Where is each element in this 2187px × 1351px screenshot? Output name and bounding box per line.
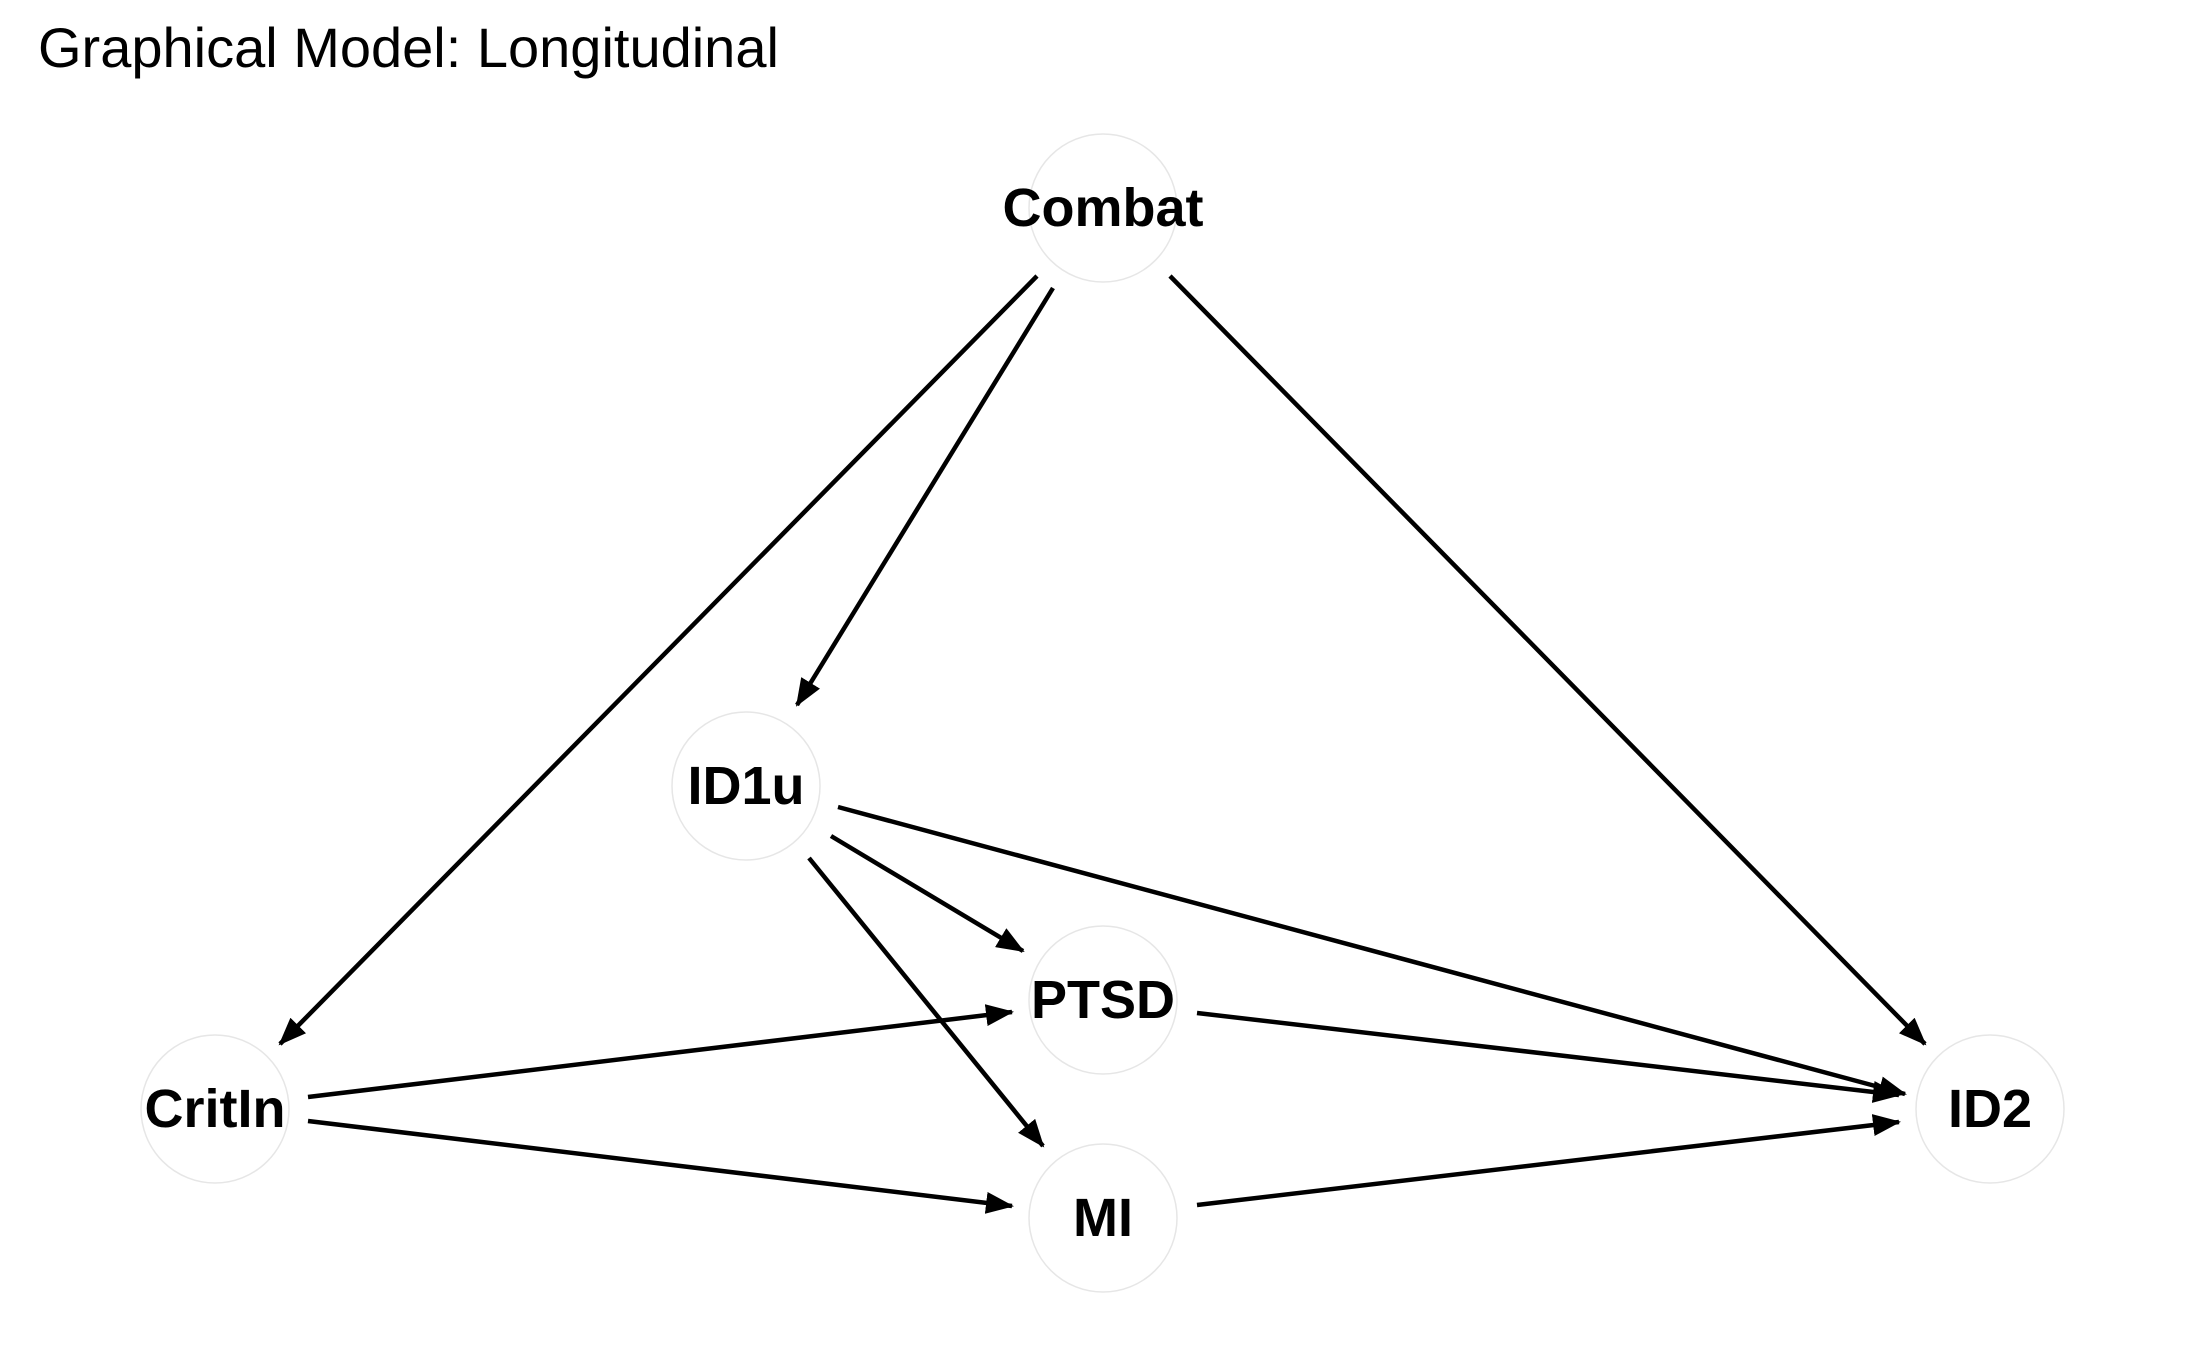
node-circle-mi xyxy=(1028,1143,1178,1293)
node-id2: ID2 xyxy=(1915,1034,2065,1184)
node-label-critin: CritIn xyxy=(145,1079,286,1139)
edge-id1u-ptsd xyxy=(829,834,1025,953)
edge-critin-mi xyxy=(307,1118,1014,1214)
diagram-title: Graphical Model: Longitudinal xyxy=(38,16,779,79)
node-mi: MI xyxy=(1028,1143,1178,1293)
node-circle-ptsd xyxy=(1028,925,1178,1075)
edge-ptsd-id2 xyxy=(1196,1010,1901,1103)
edges-layer xyxy=(278,274,1927,1214)
node-ptsd: PTSD xyxy=(1028,925,1178,1075)
edge-combat-critin xyxy=(278,274,1039,1046)
nodes-layer: Combat ID1u PTSD CritIn MI ID2 xyxy=(140,133,2065,1293)
edge-combat-id1u xyxy=(795,286,1055,707)
node-id1u: ID1u xyxy=(671,711,821,861)
node-circle-critin xyxy=(140,1034,290,1184)
node-label-combat: Combat xyxy=(1003,178,1204,238)
node-circle-id2 xyxy=(1915,1034,2065,1184)
edge-id1u-id2 xyxy=(837,804,1907,1098)
node-label-id1u: ID1u xyxy=(687,756,804,816)
edge-mi-id2 xyxy=(1196,1114,1901,1208)
node-circle-combat xyxy=(1028,133,1178,283)
node-critin: CritIn xyxy=(140,1034,290,1184)
edge-critin-ptsd xyxy=(307,1004,1014,1100)
node-label-mi: MI xyxy=(1073,1188,1133,1248)
node-label-ptsd: PTSD xyxy=(1031,970,1175,1030)
edge-combat-id2 xyxy=(1168,274,1927,1046)
node-circle-id1u xyxy=(671,711,821,861)
node-label-id2: ID2 xyxy=(1948,1079,2032,1139)
edge-id1u-mi xyxy=(807,856,1045,1148)
node-combat: Combat xyxy=(1003,133,1204,283)
